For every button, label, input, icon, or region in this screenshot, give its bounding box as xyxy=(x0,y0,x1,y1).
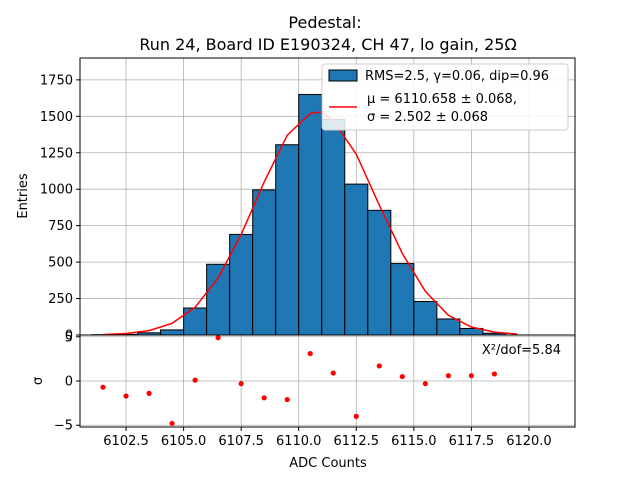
residual-point-3 xyxy=(169,420,175,427)
residuals-x-tick-label: 6115.0 xyxy=(391,434,437,449)
residual-point-9 xyxy=(307,350,313,357)
histogram-y-tick-label: 1000 xyxy=(40,183,73,198)
histogram-y-ticks: 0 250 500 750 1000 1250 1500 1750 xyxy=(40,73,80,344)
legend-hist-swatch xyxy=(328,69,358,82)
histogram-bar-15 xyxy=(436,318,461,336)
residuals-axes-frame xyxy=(79,334,576,428)
histogram-y-axis-label: Entries xyxy=(16,173,31,219)
histogram-bar-9 xyxy=(298,93,323,336)
residuals-y-axis-label: σ xyxy=(31,377,46,385)
residual-point-7 xyxy=(261,395,267,401)
histogram-y-tick-label: 750 xyxy=(48,219,73,234)
residual-points xyxy=(100,335,498,427)
residual-point-11 xyxy=(353,413,359,419)
residuals-x-tick-label: 6110.0 xyxy=(276,434,322,449)
residual-point-13 xyxy=(399,373,405,380)
residuals-x-tick-label: 6120.0 xyxy=(506,434,552,449)
residual-point-16 xyxy=(468,373,474,379)
histogram-bar-3 xyxy=(160,329,185,336)
residual-point-6 xyxy=(238,381,244,387)
histogram-y-tick-label: 500 xyxy=(48,256,73,271)
histogram-y-tick-label: 1250 xyxy=(40,146,73,161)
histogram-bar-8 xyxy=(275,144,300,336)
residual-point-0 xyxy=(100,384,106,390)
histogram-bar-7 xyxy=(252,189,277,336)
residuals-x-tick-label: 6117.5 xyxy=(449,434,495,449)
histogram-panel: 0 250 500 750 1000 1250 1500 1750 Entries RMS=2… xyxy=(16,57,576,344)
histogram-y-tick-label: 250 xyxy=(48,292,73,307)
residuals-x-tick-label: 6107.5 xyxy=(218,434,264,449)
residual-point-4 xyxy=(192,377,198,383)
residuals-y-ticks: −505 xyxy=(54,330,80,434)
histogram-y-tick-label: 0 xyxy=(65,329,73,344)
residual-point-2 xyxy=(146,390,152,396)
chart-title-line2: Run 24, Board ID E190324, CH 47, lo gain… xyxy=(139,35,516,54)
residuals-x-ticks: 6102.5 6105.0 6107.5 6110.0 6112.5 6115.0 6117… xyxy=(103,427,552,449)
residual-point-14 xyxy=(422,381,428,387)
residuals-y-tick-label: 5 xyxy=(65,330,73,345)
histogram-bar-14 xyxy=(413,300,438,336)
residuals-x-tick-label: 6112.5 xyxy=(334,434,380,449)
gaussian-fit-curve xyxy=(102,111,518,336)
chart-title-line1: Pedestal: xyxy=(288,13,361,32)
legend: RMS=2.5, γ=0.06, dip=0.96 μ = 6110.658 ±… xyxy=(321,63,569,131)
histogram-bar-13 xyxy=(390,263,415,336)
histogram-bar-5 xyxy=(206,263,231,336)
residuals-grid xyxy=(80,335,575,427)
histogram-y-tick-label: 1750 xyxy=(40,73,73,88)
legend-fit-label-line2: σ = 2.502 ± 0.068 xyxy=(367,110,488,125)
histogram-bar-12 xyxy=(367,209,392,336)
histogram-bar-11 xyxy=(344,183,369,336)
residuals-panel: −505 6102.5 6105.0 6107.5 6110.0 6112.5 6115.… xyxy=(31,330,576,471)
residuals-y-tick-label: −5 xyxy=(54,419,73,434)
histogram-y-tick-label: 1500 xyxy=(40,110,73,125)
legend-hist-label: RMS=2.5, γ=0.06, dip=0.96 xyxy=(365,69,549,84)
histogram-bars xyxy=(91,93,507,336)
legend-box xyxy=(321,63,569,131)
residuals-y-tick-label: 0 xyxy=(65,375,73,390)
residual-point-8 xyxy=(284,396,290,403)
chi2-annotation: X²/dof=5.84 xyxy=(482,343,561,358)
legend-fit-label-line1: μ = 6110.658 ± 0.068, xyxy=(367,92,517,107)
histogram-bar-10 xyxy=(321,118,346,336)
residual-point-15 xyxy=(445,373,451,379)
residual-point-5 xyxy=(215,335,221,341)
residual-point-1 xyxy=(123,393,129,399)
residuals-x-tick-label: 6102.5 xyxy=(103,434,149,449)
residuals-x-tick-label: 6105.0 xyxy=(161,434,207,449)
residual-point-12 xyxy=(376,363,382,369)
residual-point-17 xyxy=(491,371,498,377)
residual-point-10 xyxy=(330,370,336,376)
residuals-x-axis-label: ADC Counts xyxy=(289,456,367,471)
